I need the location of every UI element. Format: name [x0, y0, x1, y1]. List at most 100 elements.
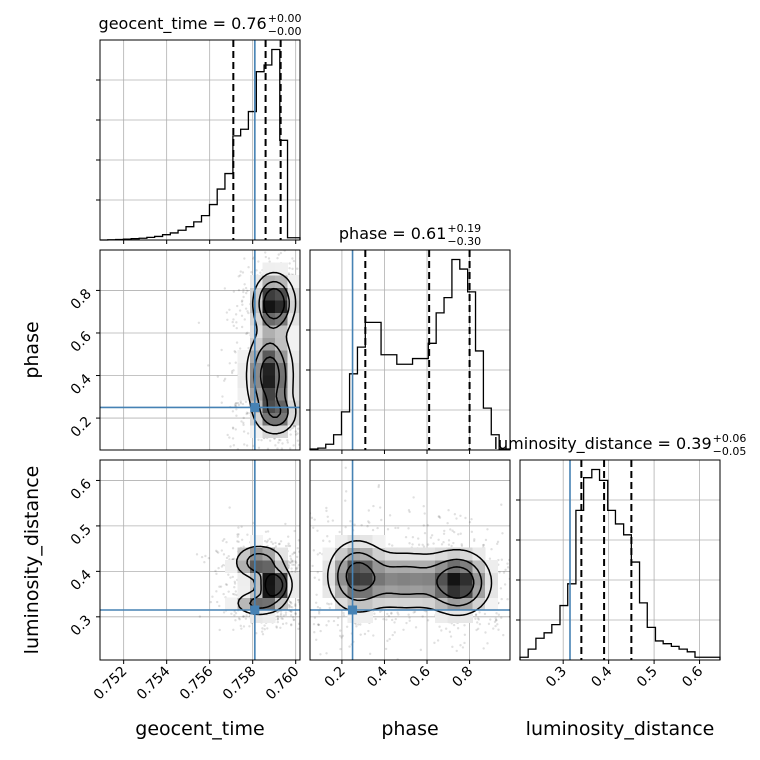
scatter-point [245, 614, 248, 617]
scatter-point [289, 614, 293, 617]
density-cell [460, 560, 473, 573]
scatter-point [266, 530, 270, 533]
scatter-point [313, 361, 315, 363]
scatter-point [476, 621, 479, 624]
scatter-point [245, 332, 248, 336]
scatter-point [239, 274, 242, 277]
scatter-point [316, 549, 318, 551]
scatter-point [209, 600, 213, 604]
scatter-point [380, 518, 383, 522]
scatter-point [237, 526, 240, 529]
scatter-point [317, 623, 320, 626]
scatter-point [305, 580, 307, 582]
scatter-point [289, 433, 292, 436]
scatter-point [327, 620, 330, 623]
scatter-point [236, 401, 240, 405]
scatter-point [257, 446, 261, 449]
scatter-point [306, 392, 308, 394]
scatter-point [417, 537, 420, 540]
scatter-point [292, 551, 296, 554]
scatter-point [379, 506, 382, 509]
scatter-point [234, 361, 237, 364]
scatter-point [319, 395, 321, 397]
scatter-point [263, 624, 266, 627]
scatter-point [470, 530, 474, 534]
scatter-point [214, 549, 218, 553]
scatter-point [227, 590, 230, 593]
scatter-point [240, 420, 243, 423]
scatter-point [220, 348, 223, 352]
scatter-point [457, 533, 460, 536]
scatter-point [302, 570, 304, 572]
density-cell [347, 547, 361, 561]
scatter-point [303, 427, 305, 429]
density-cell [237, 375, 251, 388]
scatter-point [301, 568, 303, 570]
scatter-point [242, 423, 245, 427]
contour-line [253, 280, 290, 427]
scatter-point [242, 288, 245, 291]
scatter-point [241, 303, 244, 306]
scatter-point [296, 635, 298, 637]
scatter-point [396, 526, 400, 530]
scatter-point [468, 520, 472, 524]
y-tick-label: 0.4 [68, 567, 95, 594]
scatter-point [265, 243, 267, 245]
scatter-point [311, 591, 313, 593]
scatter-point [384, 647, 388, 651]
scatter-point [422, 545, 426, 548]
scatter-point [279, 614, 282, 617]
scatter-point [528, 581, 530, 583]
scatter-point [250, 465, 252, 467]
scatter-point [235, 326, 238, 330]
y-axis-label-luminosity_distance: luminosity_distance [21, 466, 43, 655]
scatter-point [464, 516, 467, 520]
scatter-point [297, 598, 300, 602]
scatter-point [339, 647, 342, 651]
scatter-point [294, 433, 298, 436]
scatter-point [293, 551, 296, 554]
panel-frame [519, 459, 721, 661]
scatter-point [239, 624, 242, 628]
scatter-point [302, 537, 304, 539]
scatter-point [242, 421, 245, 425]
scatter-point [378, 610, 382, 613]
scatter-point [498, 571, 501, 574]
scatter-point [393, 631, 396, 634]
scatter-point [243, 257, 246, 260]
scatter-point [295, 555, 299, 559]
scatter-point [264, 251, 267, 254]
density-cell [225, 597, 238, 611]
density-cell [460, 572, 473, 586]
scatter-point [244, 400, 248, 404]
scatter-point [332, 619, 336, 623]
scatter-point [312, 526, 315, 529]
scatter-point [499, 587, 503, 590]
title-plus-error: +0.06 [713, 432, 747, 445]
scatter-point [250, 271, 253, 274]
scatter-point [302, 560, 304, 562]
scatter-point [450, 544, 453, 548]
scatter-point [313, 387, 315, 389]
scatter-point [297, 622, 300, 626]
scatter-point [407, 613, 410, 616]
panel-frame [99, 39, 301, 241]
scatter-point [197, 321, 201, 324]
scatter-point [276, 256, 279, 260]
scatter-point [492, 627, 495, 630]
scatter-point [237, 275, 240, 278]
scatter-point [517, 607, 519, 609]
density-cell [275, 337, 288, 351]
density-cell [287, 325, 300, 338]
scatter-point [236, 535, 239, 538]
scatter-point [246, 289, 249, 293]
scatter-point [287, 544, 290, 548]
density-cell [250, 300, 263, 313]
scatter-point [286, 441, 289, 444]
scatter-point [284, 454, 286, 456]
y-axis-label-phase: phase [21, 321, 43, 378]
scatter-point [459, 532, 462, 535]
scatter-point [237, 533, 240, 536]
density-cell [385, 547, 398, 561]
scatter-point [453, 530, 456, 534]
